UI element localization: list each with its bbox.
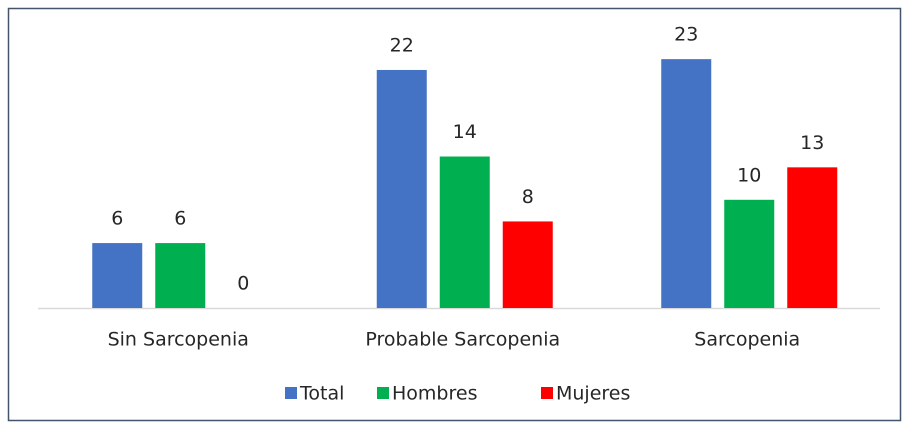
bar (155, 243, 206, 308)
x-tick-label: Probable Sarcopenia (365, 329, 560, 351)
legend-swatch (541, 387, 553, 399)
bar (439, 156, 490, 308)
bar (502, 221, 553, 308)
bar (92, 243, 143, 308)
bar (787, 167, 838, 308)
legend-label: Total (299, 383, 344, 405)
bar (376, 69, 427, 309)
data-label: 0 (237, 273, 249, 295)
data-label: 8 (522, 186, 534, 208)
legend-swatch (285, 387, 297, 399)
x-tick-label: Sin Sarcopenia (108, 329, 249, 351)
legend-label: Mujeres (556, 383, 630, 405)
bar (661, 59, 712, 308)
data-label: 22 (390, 34, 414, 56)
data-label: 10 (737, 164, 761, 186)
data-label: 23 (674, 24, 698, 46)
x-tick-label: Sarcopenia (694, 329, 800, 351)
bar (724, 199, 775, 308)
legend-swatch (377, 387, 389, 399)
data-label: 13 (800, 132, 824, 154)
data-label: 14 (453, 121, 477, 143)
data-label: 6 (111, 208, 123, 230)
legend-label: Hombres (392, 383, 477, 405)
data-label: 6 (174, 208, 186, 230)
